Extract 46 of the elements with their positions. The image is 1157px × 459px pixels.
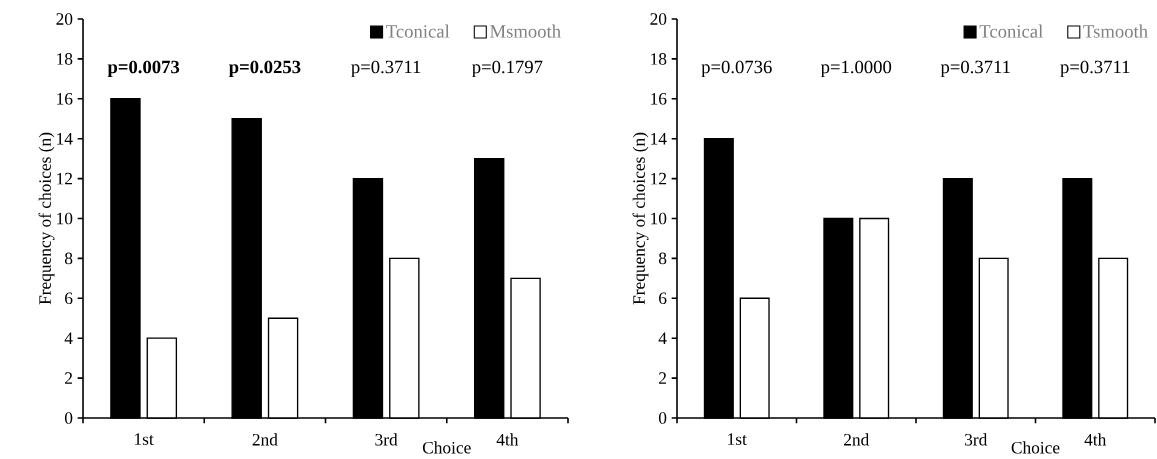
x-tick-label: 4th [1084,433,1107,446]
annotation: p=1.0000 [820,60,892,78]
y-tick-label: 18 [651,53,667,65]
y-tick-label: 20 [650,13,667,25]
x-tick-label: 1st [135,433,154,445]
legend-label: Tconical [386,24,450,38]
x-tick-label: 2nd [844,433,870,446]
x-tick-label: 2nd [252,433,278,446]
y-tick-label: 4 [658,332,667,344]
y-tick-label: 6 [659,292,667,305]
y-tick-label: 10 [651,212,667,225]
annotation: p=0.3711 [940,60,1010,78]
y-tick-label: 12 [57,172,73,185]
y-axis-title: Frequency of choices (n) [632,132,649,305]
x-tick-label: 1st [728,433,747,445]
y-tick-label: 14 [651,132,667,145]
annotation: p=0.1797 [472,60,543,78]
y-tick-label: 18 [57,53,73,65]
x-tick-label: 3rd [375,433,398,446]
annotation: p=0.3711 [1060,60,1130,78]
y-tick-label: 2 [65,372,73,384]
x-axis-title: Choice [422,441,471,454]
annotation: p=0.0736 [701,60,772,78]
y-tick-label: 8 [64,252,73,265]
y-tick-label: 16 [651,92,667,105]
y-tick-label: 8 [658,252,667,265]
y-tick-label: 20 [56,13,73,25]
x-tick-label: 4th [496,433,519,446]
annotation: p=0.0253 [228,60,301,78]
y-tick-label: 0 [64,412,73,424]
y-tick-label: 10 [57,212,73,225]
y-tick-label: 2 [659,372,667,384]
y-tick-label: 12 [651,172,667,185]
y-tick-label: 0 [658,412,667,424]
legend-label: Msmooth [490,24,561,38]
legend-label: Tsmooth [1083,24,1148,38]
y-tick-label: 14 [57,132,73,145]
x-tick-label: 3rd [965,433,988,446]
y-tick-label: 4 [64,332,73,344]
annotation: p=0.0073 [107,60,180,78]
annotation: p=0.3711 [351,60,421,78]
y-axis-title: Frequency of choices (n) [38,132,55,305]
y-tick-label: 16 [57,92,73,105]
y-tick-label: 6 [65,292,73,305]
legend-label: Tconical [979,24,1043,38]
x-axis-title: Choice [1011,441,1060,454]
